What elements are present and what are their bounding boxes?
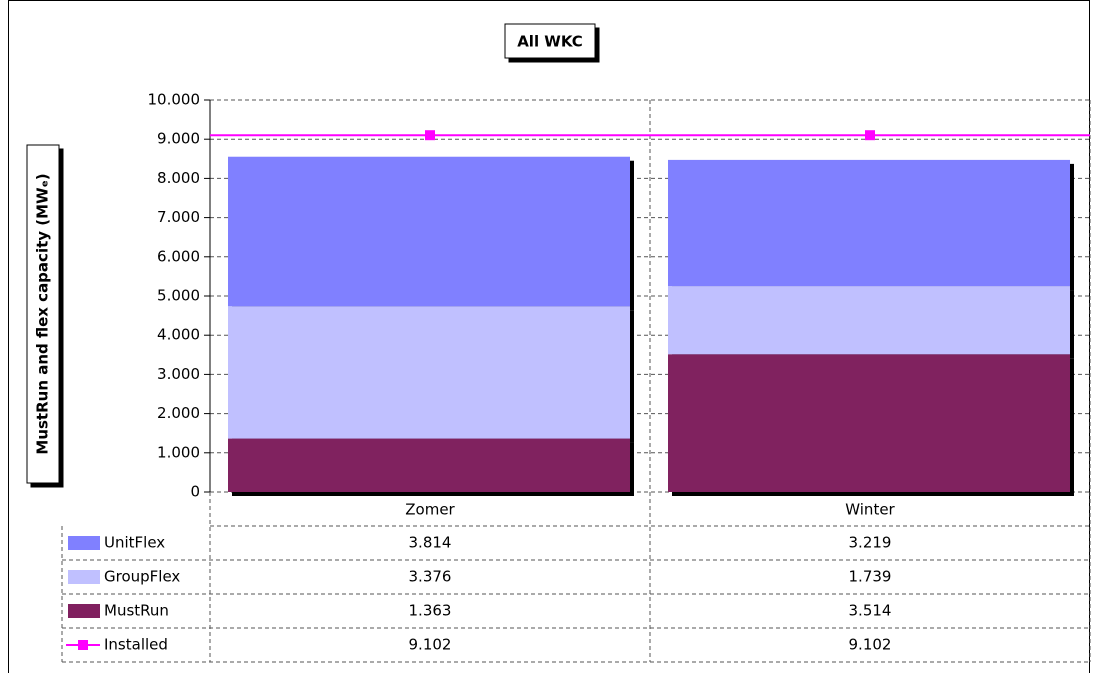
- legend-label: UnitFlex: [104, 534, 165, 552]
- title-frame: [504, 23, 596, 59]
- title-box: All WKC: [504, 23, 596, 59]
- bar-segment: [228, 438, 630, 492]
- y-tick-label: 4.000: [157, 326, 200, 344]
- y-tick-label: 2.000: [157, 404, 200, 422]
- y-tick-label: 6.000: [157, 247, 200, 265]
- table-value: 3.514: [849, 602, 892, 620]
- line-marker: [425, 130, 435, 141]
- table-value: 3.376: [409, 568, 452, 586]
- bar-segment: [228, 306, 630, 439]
- line-marker: [865, 130, 875, 141]
- y-tick-label: 5.000: [157, 287, 200, 305]
- legend-key: [68, 536, 100, 550]
- table-value: 9.102: [849, 636, 892, 654]
- chart-title: All WKC: [517, 33, 583, 51]
- bar-stack: [228, 156, 630, 492]
- ylabel-box: MustRun and flex capacity (MWₑ): [26, 144, 60, 484]
- legend-label: GroupFlex: [104, 568, 180, 586]
- plot: 0 1.000 2.000 3.000 4.000 5.000 6.000 7.000 8.00…: [61, 91, 1091, 663]
- y-tick-label: 9.000: [157, 130, 200, 148]
- y-tick-label: 3.000: [157, 365, 200, 383]
- legend-label: Installed: [104, 636, 168, 654]
- legend-key: [68, 604, 100, 618]
- table-value: 9.102: [409, 636, 452, 654]
- y-tick-label: 0: [190, 483, 200, 501]
- legend-key: [68, 570, 100, 584]
- x-tick-label: Winter: [845, 501, 895, 519]
- table-value: 1.363: [409, 602, 452, 620]
- bar-segment: [668, 286, 1070, 355]
- table-value: 3.219: [849, 534, 892, 552]
- legend-key: [78, 640, 88, 650]
- table-value: 3.814: [409, 534, 452, 552]
- y-tick-label: 10.000: [148, 91, 201, 109]
- bar-segment: [668, 159, 1070, 287]
- y-tick-label: 8.000: [157, 169, 200, 187]
- y-tick-label: 7.000: [157, 208, 200, 226]
- bar-segment: [668, 354, 1070, 492]
- x-tick-label: Zomer: [405, 501, 455, 519]
- ylabel-frame: [26, 144, 60, 484]
- table-value: 1.739: [849, 568, 892, 586]
- legend-label: MustRun: [104, 602, 169, 620]
- bar-segment: [228, 156, 630, 307]
- bar-stack: [668, 159, 1070, 492]
- y-axis-label: MustRun and flex capacity (MWₑ): [34, 173, 52, 454]
- y-tick-label: 1.000: [157, 443, 200, 461]
